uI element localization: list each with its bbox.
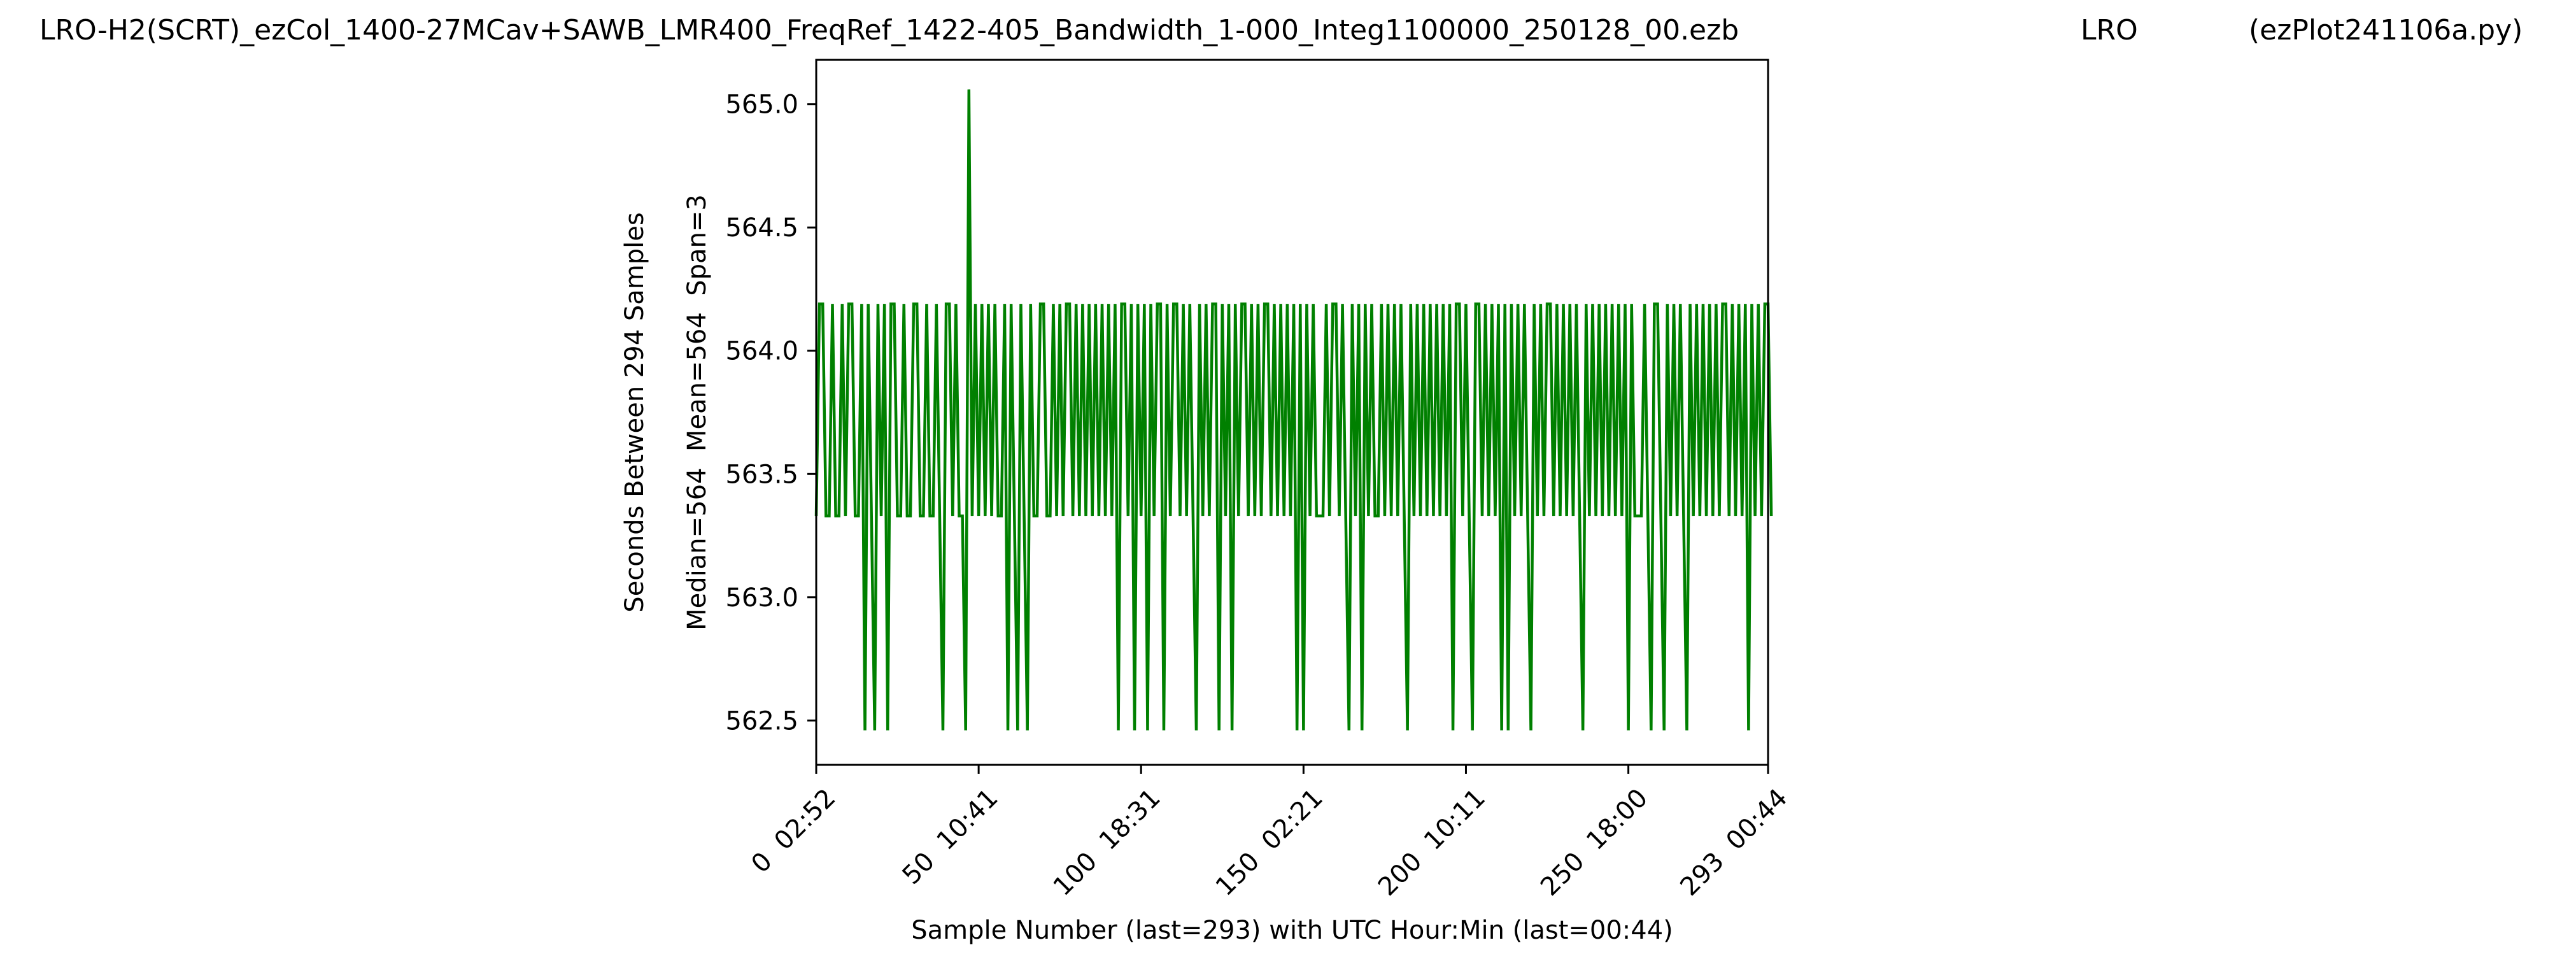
y-axis-label-line-1: Seconds Between 294 Samples: [620, 212, 649, 612]
y-tick-label: 562.5: [725, 706, 798, 736]
header-site: LRO: [2081, 14, 2138, 46]
x-tick-label: 200 10:11: [1373, 783, 1491, 902]
series-line-0: [814, 89, 1773, 730]
x-tick-label: 100 18:31: [1048, 783, 1166, 902]
y-tick-label: 565.0: [725, 90, 798, 120]
x-tick-label: 293 00:44: [1674, 783, 1793, 902]
y-tick-label: 564.5: [725, 213, 798, 243]
header-filename: LRO-H2(SCRT)_ezCol_1400-27MCav+SAWB_LMR4…: [39, 14, 1739, 46]
header-program: (ezPlot241106a.py): [2249, 14, 2523, 46]
plot-area: [814, 89, 1773, 730]
x-tick-label: 250 18:00: [1535, 783, 1653, 902]
y-tick-label: 563.0: [725, 583, 798, 613]
x-axis-ticks: 0 02:52 50 10:41 100 18:31 150 02:21 200 10:…: [746, 765, 1793, 902]
x-tick-label: 0 02:52: [746, 783, 841, 879]
y-axis-label-line-2: Median=564 Mean=564 Span=3: [683, 194, 712, 630]
y-tick-label: 564.0: [725, 337, 798, 366]
axes-frame: [815, 59, 1769, 766]
x-tick-label: 50 10:41: [897, 783, 1004, 890]
x-tick-label: 150 02:21: [1210, 783, 1329, 902]
y-axis-ticks: 562.5 563.0 563.5 564.0 564.5 565.0: [725, 90, 816, 736]
x-axis-label: Sample Number (last=293) with UTC Hour:M…: [911, 916, 1673, 945]
y-tick-label: 563.5: [725, 460, 798, 489]
